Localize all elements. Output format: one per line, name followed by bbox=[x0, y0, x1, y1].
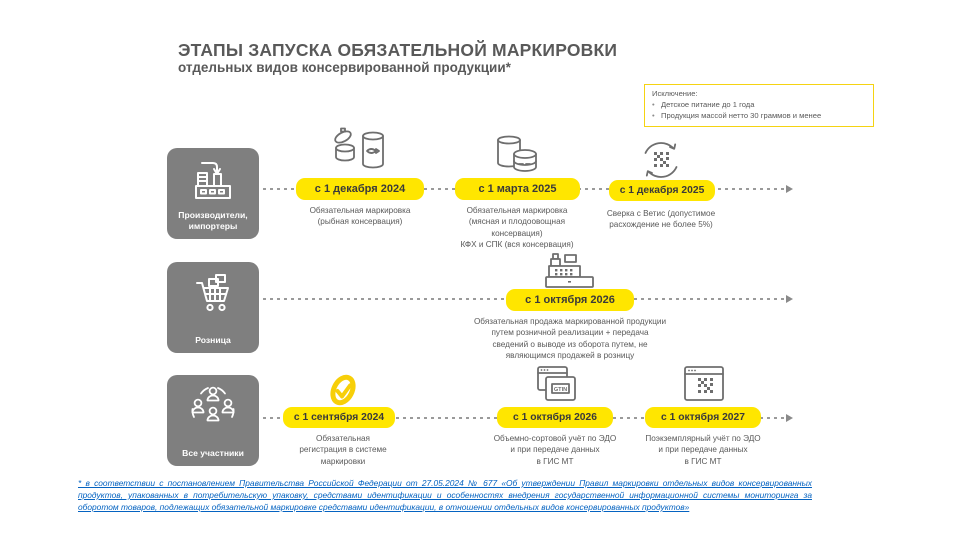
factory-icon bbox=[195, 162, 231, 199]
stage-description: Поэкземплярный учёт по ЭДО и при передач… bbox=[645, 434, 761, 466]
people-icon bbox=[191, 386, 235, 422]
date-badge: с 1 декабря 2024 bbox=[296, 178, 424, 200]
fish-cans-icon bbox=[334, 127, 384, 169]
date-label: с 1 октября 2026 bbox=[525, 294, 615, 306]
exception-item: Детское питание до 1 года bbox=[661, 100, 755, 109]
footnote-link[interactable]: * в соответствии с постановлением Правит… bbox=[78, 478, 812, 513]
title-line1: ЭТАПЫ ЗАПУСКА ОБЯЗАТЕЛЬНОЙ МАРКИРОВКИ bbox=[178, 40, 618, 60]
date-label: с 1 марта 2025 bbox=[478, 183, 557, 195]
stage-description: Обязательная маркировка (мясная и плодоо… bbox=[460, 206, 574, 249]
date-label: с 1 октября 2026 bbox=[513, 412, 597, 423]
date-badge: с 1 октября 2027 bbox=[645, 407, 761, 428]
bullet-icon: • bbox=[652, 111, 655, 120]
bullet-icon: • bbox=[652, 100, 655, 109]
date-label: с 1 сентября 2024 bbox=[293, 412, 385, 423]
row-producers-box: Производители, импортеры bbox=[167, 148, 259, 239]
stage-description: Обязательная продажа маркированной проду… bbox=[473, 317, 667, 360]
cash-register-icon bbox=[545, 253, 594, 288]
date-badge: с 1 декабря 2025 bbox=[609, 180, 715, 201]
chestny-znak-icon bbox=[330, 374, 356, 406]
date-badge: с 1 октября 2026 bbox=[497, 407, 613, 428]
browser-qr-icon bbox=[684, 366, 724, 401]
row-all-participants-label: Все участники bbox=[182, 447, 244, 458]
row-retail-label: Розница bbox=[195, 334, 231, 345]
date-label: с 1 октября 2027 bbox=[661, 412, 745, 423]
row-producers-label: Производители, импортеры bbox=[178, 209, 248, 231]
stage-description: Обязательная маркировка (рыбная консерва… bbox=[309, 206, 411, 227]
title-line2: отдельных видов консервированной продукц… bbox=[178, 60, 511, 76]
page-title: ЭТАПЫ ЗАПУСКА ОБЯЗАТЕЛЬНОЙ МАРКИРОВКИ от… bbox=[178, 40, 617, 76]
row-retail-box: Розница bbox=[167, 262, 259, 353]
date-badge: с 1 марта 2025 bbox=[455, 178, 580, 200]
timeline-row3-arrowhead bbox=[786, 414, 793, 422]
exception-item: Продукция массой нетто 30 граммов и мене… bbox=[661, 111, 822, 120]
gtin-windows-icon: GTIN bbox=[537, 366, 576, 401]
timeline-row2-arrowhead bbox=[786, 295, 793, 303]
stage-description: Обязательная регистрация в системе марки… bbox=[299, 434, 387, 466]
exception-box: Исключение: • Детское питание до 1 года … bbox=[644, 84, 874, 127]
row-all-participants-box: Все участники bbox=[167, 375, 259, 466]
cans-icon bbox=[497, 135, 537, 172]
gtin-label: GTIN bbox=[554, 387, 567, 393]
exception-heading: Исключение: bbox=[652, 89, 698, 98]
stage-description: Сверка с Ветис (допустимое расхождение н… bbox=[606, 209, 716, 230]
date-label: с 1 декабря 2024 bbox=[314, 183, 406, 195]
date-badge: с 1 сентября 2024 bbox=[283, 407, 395, 428]
stage-description: Объемно-сортовой учёт по ЭДО и при перед… bbox=[493, 434, 617, 466]
cart-icon bbox=[196, 274, 229, 312]
timeline-row1-arrowhead bbox=[786, 185, 793, 193]
date-label: с 1 декабря 2025 bbox=[619, 185, 705, 196]
date-badge: с 1 октября 2026 bbox=[506, 289, 634, 311]
sync-qr-icon bbox=[644, 142, 678, 178]
